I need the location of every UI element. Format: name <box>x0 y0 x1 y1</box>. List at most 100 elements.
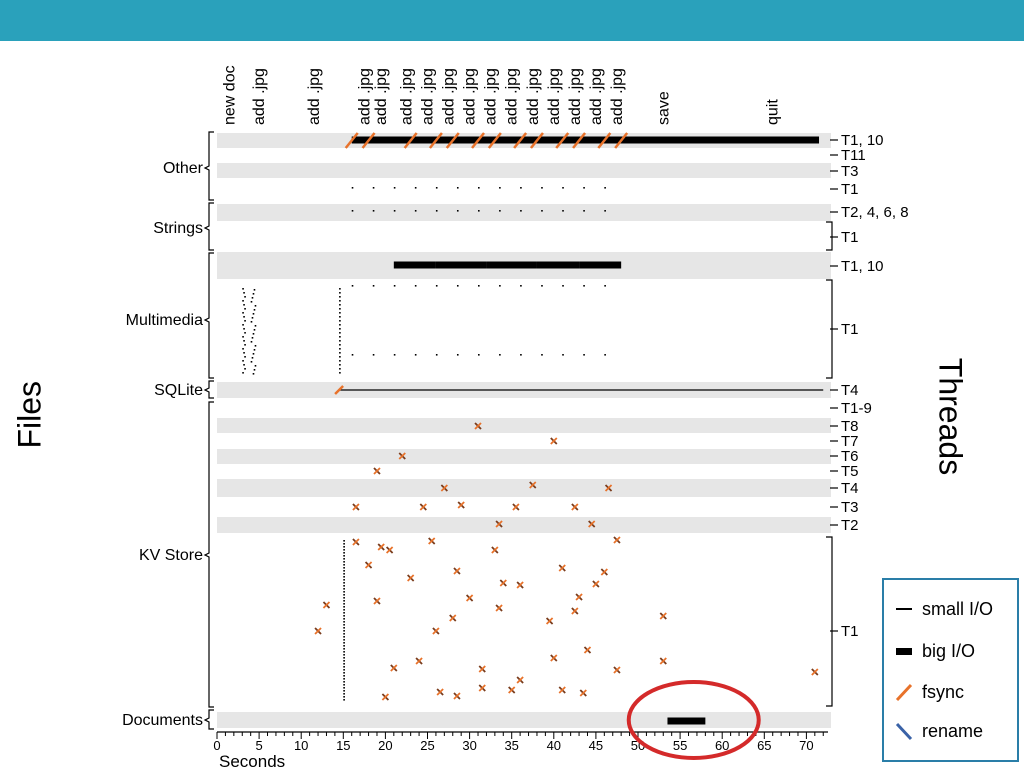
small-io-mark <box>244 308 246 310</box>
small-io-mark <box>244 296 246 298</box>
small-io-mark <box>244 320 246 322</box>
small-io-mark <box>339 328 341 330</box>
event-label: add .jpg <box>373 68 390 125</box>
small-io-mark <box>250 341 253 343</box>
small-io-mark <box>339 304 341 306</box>
small-io-mark <box>343 654 345 656</box>
fsync-cross-stroke <box>419 503 427 511</box>
small-io-mark <box>343 645 345 647</box>
small-io-mark <box>343 636 345 638</box>
small-io-mark <box>343 639 345 641</box>
small-io-mark <box>393 285 396 287</box>
small-io-mark <box>562 354 564 356</box>
file-group-label: Multimedia <box>126 312 203 329</box>
fsync-cross-stroke <box>449 614 457 622</box>
fsync-cross-stroke <box>432 627 440 635</box>
event-label: add .jpg <box>251 68 268 125</box>
thread-label: T1 <box>841 623 859 640</box>
x-tick-label: 0 <box>213 738 220 753</box>
fsync-mark <box>471 132 485 149</box>
small-io-mark <box>343 690 345 692</box>
small-io-mark <box>251 317 254 319</box>
group-brace <box>203 709 214 730</box>
fsync-cross-mark <box>600 568 608 576</box>
small-io-mark <box>343 552 345 554</box>
small-io-mark <box>343 663 345 665</box>
small-io-mark <box>339 320 341 322</box>
fsync-cross-stroke <box>407 574 415 582</box>
fsync-cross-stroke <box>415 657 423 665</box>
event-label: add .jpg <box>504 68 521 125</box>
small-io-mark <box>250 361 253 363</box>
fsync-cross-mark <box>352 538 360 546</box>
small-io-mark <box>351 285 354 287</box>
event-label: save <box>655 91 672 125</box>
small-io-mark <box>343 573 345 575</box>
small-io-mark <box>351 187 354 189</box>
fsync-cross-mark <box>545 617 554 625</box>
small-io-mark <box>499 187 501 189</box>
big-io-bar <box>667 717 706 725</box>
lane-band <box>217 517 831 533</box>
small-io-mark <box>393 354 396 356</box>
big-io-bar <box>435 261 487 269</box>
small-io-line-icon <box>894 599 914 619</box>
fsync-cross-mark <box>373 467 381 475</box>
file-group-label: Documents <box>122 712 203 729</box>
thread-label: T4 <box>841 382 859 399</box>
thread-label: T8 <box>841 418 859 435</box>
small-io-mark <box>339 332 341 334</box>
small-io-mark <box>343 699 345 701</box>
small-io-mark <box>604 354 606 356</box>
small-io-mark <box>339 336 341 338</box>
thread-label: T4 <box>841 480 859 497</box>
lane-band <box>217 712 831 728</box>
small-io-mark <box>242 372 244 374</box>
small-io-mark <box>253 349 256 351</box>
thread-label: T1, 10 <box>841 132 884 149</box>
fsync-cross-stroke <box>457 501 465 509</box>
event-label: quit <box>765 99 782 125</box>
fsync-cross-mark <box>478 665 486 673</box>
fsync-cross-mark <box>381 693 390 701</box>
thread-label: T5 <box>841 463 859 480</box>
small-io-mark <box>435 285 438 287</box>
small-io-mark <box>343 627 345 629</box>
legend-big-io: big I/O <box>894 639 975 663</box>
small-io-mark <box>351 354 354 356</box>
lane-band <box>217 479 831 497</box>
small-io-mark <box>343 684 345 686</box>
event-label: add .jpg <box>567 68 584 125</box>
small-io-mark <box>414 285 417 287</box>
small-io-mark <box>435 187 438 189</box>
small-io-mark <box>343 609 345 611</box>
small-io-mark <box>343 696 345 698</box>
small-io-mark <box>343 657 345 659</box>
fsync-cross-stroke <box>529 481 537 489</box>
x-tick-label: 60 <box>715 738 729 753</box>
thread-label: T6 <box>841 448 859 465</box>
fsync-cross-mark <box>508 686 516 694</box>
fsync-cross-mark <box>352 503 360 511</box>
small-io-mark <box>339 356 341 358</box>
small-io-mark <box>343 546 345 548</box>
fsync-slash-icon <box>894 682 914 702</box>
fsync-cross-stroke <box>491 546 499 554</box>
small-io-mark <box>252 333 255 335</box>
fsync-cross-mark <box>428 537 436 545</box>
fsync-cross-stroke <box>465 594 474 602</box>
small-io-mark <box>372 285 375 287</box>
small-io-mark <box>583 187 585 189</box>
small-io-mark <box>343 543 345 545</box>
thread-label: T1 <box>841 321 859 338</box>
small-io-mark <box>243 352 245 354</box>
fsync-cross-mark <box>571 503 579 511</box>
fsync-cross-stroke <box>322 601 331 609</box>
fsync-cross-mark <box>465 594 474 602</box>
small-io-mark <box>343 648 345 650</box>
thread-brace <box>826 221 833 251</box>
small-io-mark <box>541 354 543 356</box>
fsync-cross-stroke <box>558 564 566 572</box>
thread-label: T2 <box>841 517 859 534</box>
